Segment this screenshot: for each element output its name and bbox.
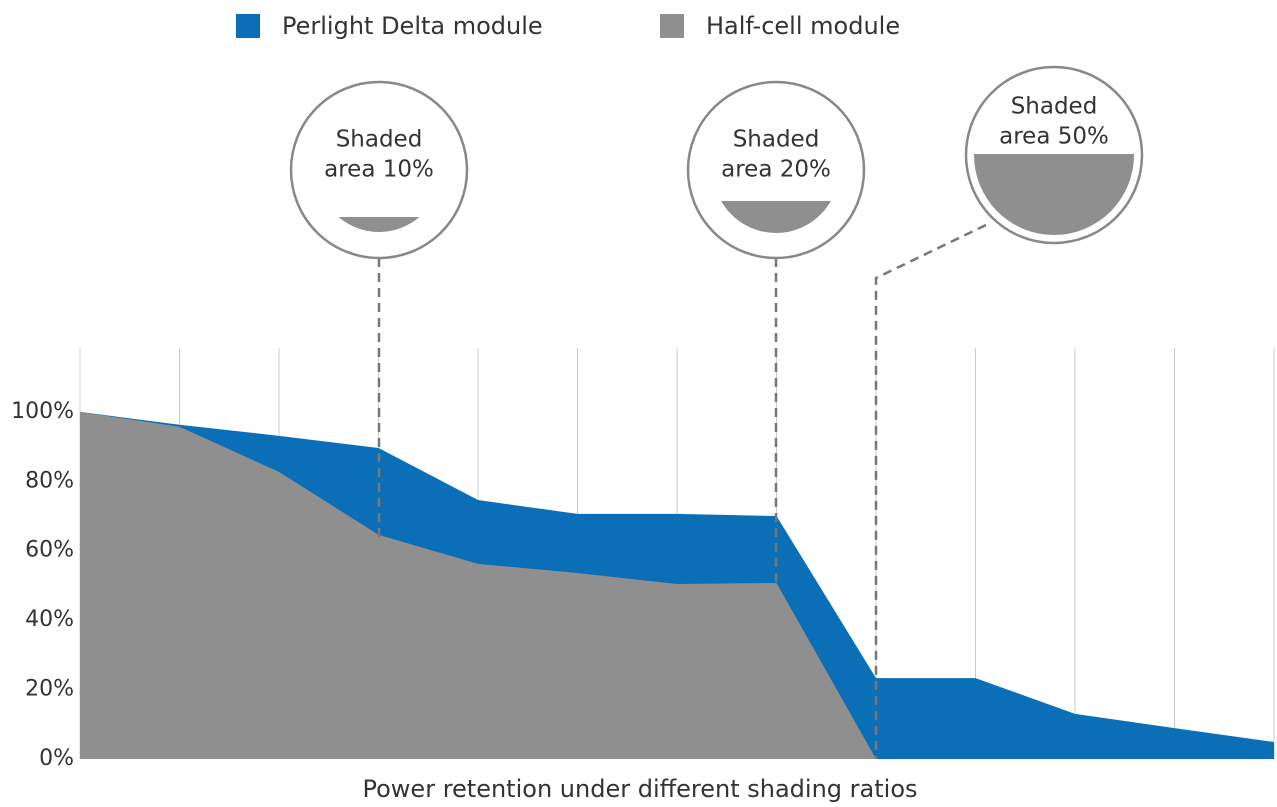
leader-line — [874, 223, 987, 759]
shade-segment — [974, 154, 1135, 236]
chart-title: Power retention under different shading … — [363, 775, 918, 803]
y-tick-label: 20% — [25, 677, 74, 702]
callout-text: area 50% — [999, 124, 1109, 150]
y-tick-label: 0% — [39, 746, 74, 771]
y-tick-label: 80% — [25, 468, 74, 493]
callout-text: Shaded — [733, 127, 820, 153]
callout-text: Shaded — [336, 127, 423, 153]
callout-text: area 20% — [721, 157, 831, 183]
shade-segment — [338, 217, 420, 232]
legend-swatch — [660, 14, 684, 38]
y-tick-label: 100% — [11, 399, 74, 424]
legend-label: Perlight Delta module — [282, 12, 543, 40]
legend-label: Half-cell module — [706, 12, 900, 40]
shade-segment — [721, 201, 831, 233]
callout-circle — [289, 80, 469, 260]
y-tick-label: 40% — [25, 607, 74, 632]
callout-text: Shaded — [1011, 94, 1098, 120]
y-tick-label: 60% — [25, 538, 74, 563]
callout-text: area 10% — [324, 157, 434, 183]
area — [80, 411, 876, 759]
legend-swatch — [236, 14, 260, 38]
